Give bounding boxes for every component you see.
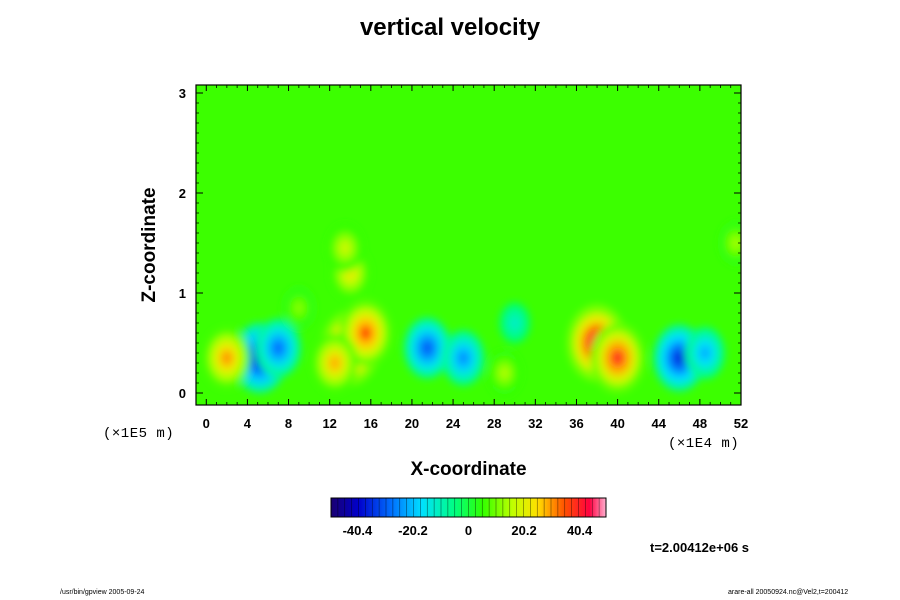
heatmap-blob-17-level-3 xyxy=(731,237,740,249)
heatmap-blob-4-level-3 xyxy=(359,324,373,342)
y-tick-label-0: 0 xyxy=(179,386,186,401)
heatmap-blob-15-level-3 xyxy=(294,302,303,314)
heatmap-blob-8 xyxy=(487,350,522,396)
x-tick-label-11: 44 xyxy=(652,416,667,431)
heatmap-blob-6-level-3 xyxy=(421,340,434,356)
heatmap-blob-14-level-3 xyxy=(340,242,350,254)
heatmap-blob-15 xyxy=(283,287,315,329)
x-tick-label-9: 36 xyxy=(569,416,583,431)
footer-left: /usr/bin/gpview 2005-09-24 xyxy=(60,589,145,596)
heatmap-blob-6 xyxy=(403,317,451,379)
heatmap-blob-14 xyxy=(327,224,364,272)
heatmap-blob-7 xyxy=(442,330,485,386)
heatmap-features xyxy=(203,221,741,396)
y-tick-label-2: 2 xyxy=(179,186,186,201)
heatmap-blob-8-level-3 xyxy=(500,367,509,379)
time-label: t=2.00412e+06 s xyxy=(650,540,750,555)
heatmap-blob-1 xyxy=(255,318,301,378)
y-axis-unit: (×1E5 m) xyxy=(103,426,175,442)
x-tick-label-5: 20 xyxy=(405,416,419,431)
heatmap-blob-5 xyxy=(312,333,358,393)
heatmap-blob-16-level-3 xyxy=(510,317,519,329)
x-tick-label-10: 40 xyxy=(610,416,624,431)
heatmap-blob-12-level-3 xyxy=(700,346,711,360)
y-tick-label-3: 3 xyxy=(179,86,186,101)
footer-right: arare-all 20050924.nc@Vel2,t=200412 xyxy=(728,589,849,596)
y-ticks: 0 1 2 3 xyxy=(179,86,741,401)
x-tick-label-3: 12 xyxy=(322,416,336,431)
x-axis-unit: (×1E4 m) xyxy=(668,436,740,452)
colorbar-ticks: -40.4 -20.2 0 20.2 40.4 xyxy=(330,498,607,538)
heatmap-blob-17 xyxy=(719,221,741,265)
heatmap-blob-10 xyxy=(590,323,645,393)
x-tick-label-12: 48 xyxy=(693,416,707,431)
colorbar-tick-label-0: -40.4 xyxy=(343,523,373,538)
x-tick-label-13: 52 xyxy=(734,416,748,431)
heatmap-blob-2 xyxy=(203,327,251,389)
colorbar-tick-label-3: 20.2 xyxy=(511,523,536,538)
x-ticks: 0 4 8 12 16 20 24 28 32 36 40 44 48 52 xyxy=(203,85,748,431)
x-tick-label-8: 32 xyxy=(528,416,542,431)
colorbar-tick-label-2: 0 xyxy=(465,523,472,538)
heatmap-blob-1-level-3 xyxy=(272,340,284,356)
x-tick-label-2: 8 xyxy=(285,416,292,431)
x-tick-label-4: 16 xyxy=(364,416,378,431)
y-tick-label-1: 1 xyxy=(179,286,186,301)
heatmap-blob-16 xyxy=(499,302,531,344)
heatmap-blob-12 xyxy=(685,326,725,380)
x-tick-label-6: 24 xyxy=(446,416,461,431)
heatmap-blob-5-level-3 xyxy=(329,355,341,371)
heatmap-blob-2-level-3 xyxy=(220,350,233,366)
x-tick-label-7: 28 xyxy=(487,416,501,431)
plot-frame xyxy=(195,84,742,406)
chart-title: vertical velocity xyxy=(359,14,541,41)
colorbar-tick-label-4: 40.4 xyxy=(567,523,593,538)
x-tick-label-0: 0 xyxy=(203,416,210,431)
x-axis-label: X-coordinate xyxy=(410,459,527,480)
heatmap-blob-7-level-3 xyxy=(458,351,469,365)
heatmap-blob-11-level-3 xyxy=(672,349,686,367)
heatmap-blob-10-level-3 xyxy=(610,349,625,367)
x-tick-label-1: 4 xyxy=(244,416,252,431)
colorbar-tick-label-1: -20.2 xyxy=(398,523,428,538)
